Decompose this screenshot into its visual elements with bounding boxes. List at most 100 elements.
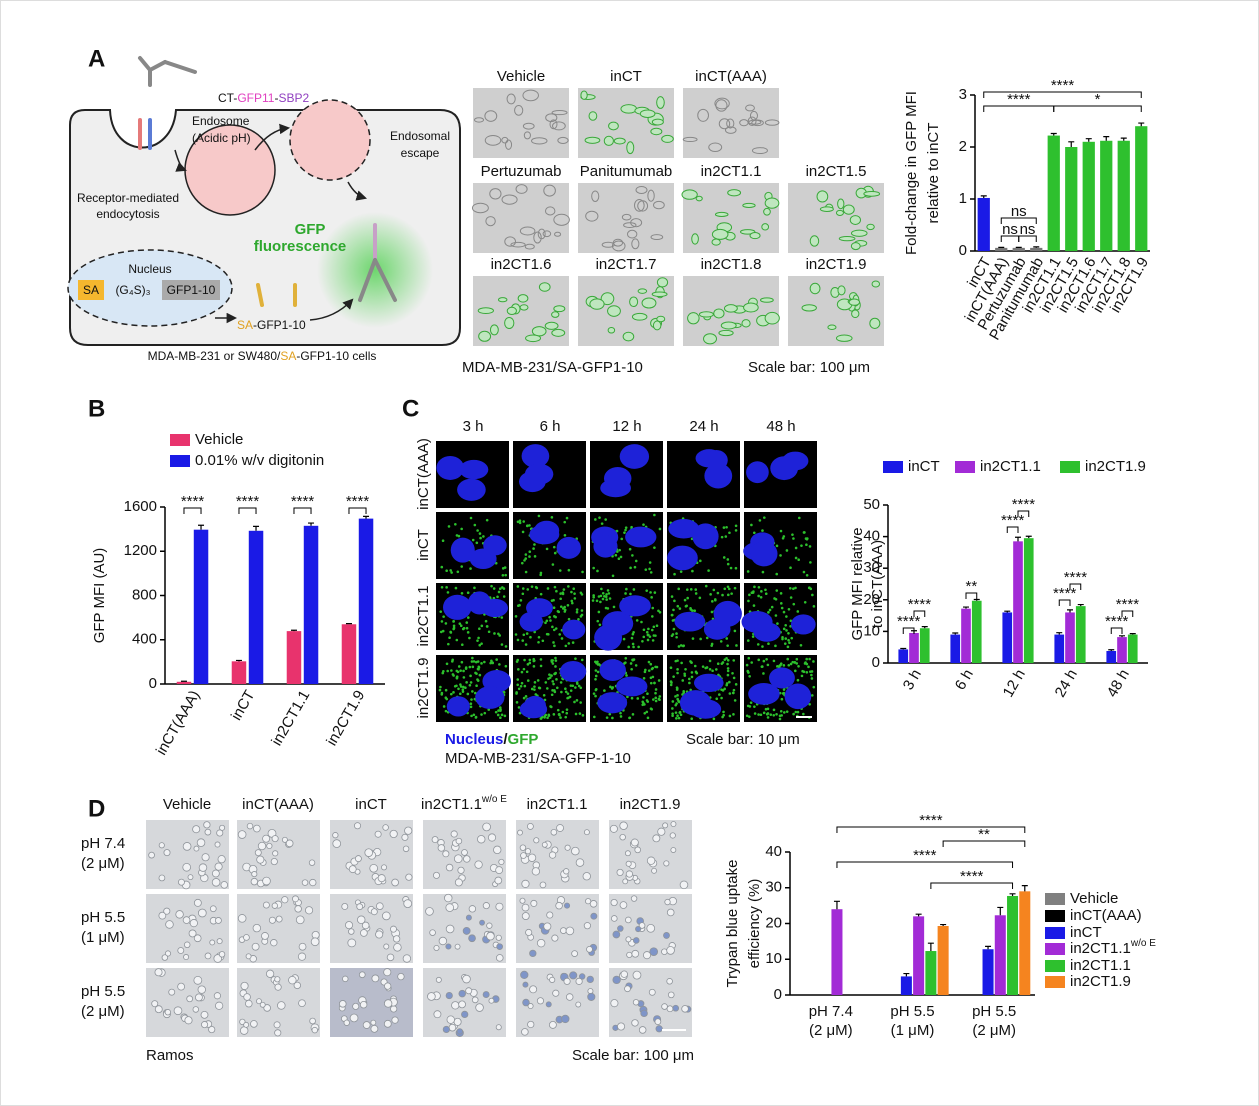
gfp-dot (779, 554, 782, 557)
image-label: inCT (610, 68, 642, 85)
gfp-dot (439, 685, 442, 689)
gfp-dot (787, 607, 791, 611)
cell (601, 241, 615, 248)
gfp-dot (710, 610, 714, 614)
cell (586, 975, 594, 984)
gfp-dot (768, 608, 772, 612)
cell (632, 970, 642, 980)
gfp-dot (497, 632, 500, 636)
cell (484, 134, 502, 146)
bar (1047, 135, 1060, 251)
gfp-dot (522, 667, 526, 671)
cell (201, 853, 210, 862)
cell (600, 292, 615, 306)
cell (672, 1004, 680, 1012)
gfp-dot (457, 534, 461, 538)
gfp-dot (749, 701, 753, 704)
gfp-dot (579, 686, 583, 690)
error-bar (903, 972, 910, 977)
gfp-dot (466, 692, 470, 696)
gfp-dot (631, 642, 635, 646)
gfp-dot (751, 635, 755, 638)
gfp-dot (452, 624, 456, 628)
gfp-dot (539, 658, 543, 661)
gfp-dot (671, 707, 674, 710)
label-part: GFP (508, 731, 539, 748)
gfp-dot (762, 711, 766, 715)
image-label: in2CT1.5 (806, 163, 867, 180)
legend-label: inCT(AAA) (1070, 907, 1142, 924)
gfp-dot (478, 643, 482, 647)
gfp-dot (559, 681, 563, 684)
nucleus (746, 461, 769, 484)
cell (259, 1001, 266, 1008)
bar (913, 916, 925, 995)
gfp-dot (612, 605, 616, 609)
nucleus (753, 622, 781, 642)
gfp-dot (553, 672, 556, 676)
gfp-dot (691, 569, 694, 573)
bar (831, 909, 843, 995)
cell (850, 242, 861, 251)
cell (453, 854, 463, 864)
cell (383, 999, 393, 1008)
caption: MDA-MB-231/SA-GFP1-10 (462, 359, 643, 376)
cell (383, 968, 392, 977)
gfp-dot (673, 599, 676, 603)
gfp-dot (580, 613, 584, 617)
cell (640, 1009, 648, 1018)
cell (635, 925, 642, 933)
gfp-dot (552, 641, 555, 644)
gfp-dot (544, 621, 547, 625)
gfp-dot (687, 677, 691, 681)
gfp-dot (809, 561, 812, 564)
diagram-label: (G₄S)₃ (115, 283, 150, 297)
cell (634, 199, 645, 212)
cell (245, 953, 252, 960)
cell (635, 185, 648, 195)
gfp-dot (631, 554, 634, 557)
bar (909, 632, 919, 663)
cell (485, 216, 496, 227)
bar (1065, 612, 1075, 663)
gfp-dot (677, 716, 681, 720)
gfp-dot (654, 691, 657, 695)
gfp-dot (526, 588, 530, 591)
legend-sup: w/o E (1130, 938, 1156, 949)
gfp-dot (519, 684, 523, 688)
cell (612, 975, 621, 985)
cell (609, 824, 618, 833)
gfp-dot (558, 700, 561, 704)
cell (544, 206, 556, 216)
image-label: in2CT1.6 (491, 256, 552, 273)
error-bar (1108, 649, 1115, 651)
gfp-dot (750, 661, 754, 664)
gfp-dot (537, 514, 541, 518)
gfp-dot (796, 678, 800, 682)
significance-bracket (983, 91, 1142, 98)
nucleus (450, 537, 475, 563)
legend-swatch (1045, 960, 1065, 972)
gfp-dot (493, 632, 496, 635)
cell (402, 845, 410, 853)
cell (747, 116, 757, 126)
gfp-dot (564, 687, 567, 691)
gfp-dot (670, 595, 674, 598)
gfp-dot (559, 605, 563, 608)
cell (521, 879, 530, 888)
cell (622, 878, 629, 885)
cell (253, 824, 261, 833)
gfp-dot (492, 587, 496, 590)
cell (524, 243, 535, 250)
gfp-dot (776, 622, 779, 625)
cell (551, 110, 568, 116)
gfp-dot (552, 628, 556, 632)
y-axis-label: to inCT(AAA) (869, 540, 886, 628)
gfp-dot (440, 586, 444, 589)
cell (542, 230, 552, 238)
gfp-dot (573, 700, 576, 704)
gfp-dot (803, 601, 807, 604)
gfp-dot (449, 630, 452, 634)
gfp-dot (671, 712, 674, 715)
cell (358, 971, 366, 979)
